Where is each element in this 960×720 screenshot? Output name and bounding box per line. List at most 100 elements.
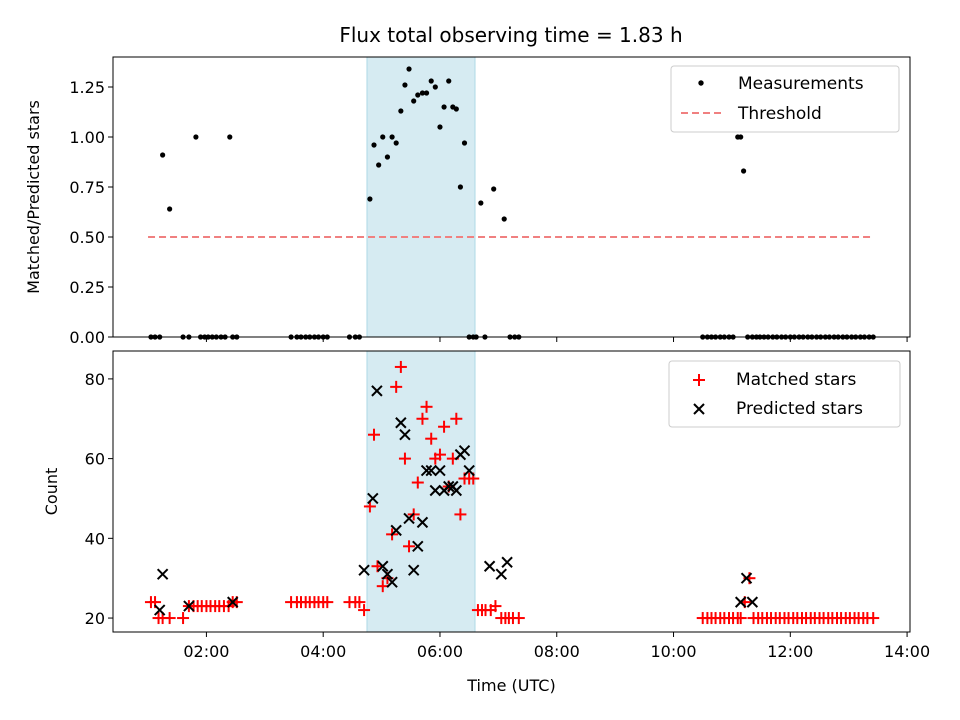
measurement-point [389, 134, 395, 140]
highlight-span-top [366, 56, 476, 338]
predicted-star-point [154, 604, 166, 616]
measurement-point [423, 90, 430, 96]
predicted-star-point [416, 516, 429, 529]
predicted-star-stroke-b [403, 512, 415, 525]
matched-star-point [433, 448, 446, 461]
measurement-point [419, 90, 426, 96]
measurement-point [227, 134, 233, 140]
matched-star-point [321, 596, 334, 609]
measurement-point [371, 142, 377, 148]
predicted-star-stroke-b [358, 564, 370, 576]
predicted-star-point [463, 464, 475, 477]
predicted-star-stroke-b [495, 568, 507, 580]
y-tick-label: 20 [85, 609, 105, 628]
predicted-star-point [399, 428, 411, 441]
predicted-star-point [434, 464, 446, 477]
predicted-star-stroke-b [381, 568, 394, 580]
matched-star-point [398, 452, 411, 465]
predicted-star-stroke-b [154, 604, 166, 616]
y-tick-label: 1.00 [69, 128, 105, 147]
x-tick-label: 08:00 [534, 642, 580, 661]
measurement-point [415, 92, 421, 98]
measurement-point [393, 140, 399, 146]
top-axis-ticks: 0.00 0.25 0.50 0.75 1.00 1.25 [69, 78, 908, 347]
predicted-star-point [746, 596, 759, 608]
predicted-star-stroke-b [483, 560, 496, 572]
measurement-point [740, 168, 747, 174]
y-tick-label: 60 [85, 450, 105, 469]
matched-star-point [450, 412, 463, 425]
y-tick-label: 40 [85, 529, 105, 548]
matched-star-point [425, 432, 438, 445]
legend-predicted-marker [693, 403, 705, 415]
x-tick-label: 14:00 [884, 642, 930, 661]
predicted-star-point [501, 556, 513, 568]
predicted-star-point [407, 564, 420, 576]
matched-star-point [177, 612, 190, 625]
top-series-marks [148, 66, 876, 340]
predicted-star-stroke-b [425, 464, 437, 477]
matched-star-point [420, 400, 433, 413]
predicted-star-stroke-b [407, 564, 420, 576]
y-tick-label: 0.50 [69, 228, 105, 247]
predicted-star-stroke-b [740, 572, 753, 584]
bottom-legend-box [668, 360, 901, 428]
x-tick-label: 02:00 [183, 642, 229, 661]
predicted-star-stroke-b [746, 596, 759, 608]
predicted-star-point [734, 596, 747, 608]
predicted-star-stroke-b [443, 480, 455, 493]
legend-measurements-label: Measurements [738, 74, 864, 94]
legend-predicted-label: Predicted stars [736, 399, 863, 419]
predicted-star-stroke-b [371, 385, 383, 397]
y-tick-label: 0.75 [69, 178, 105, 197]
predicted-star-point [226, 596, 239, 608]
top-y-axis-label: Matched/Predicted stars [24, 100, 43, 294]
predicted-star-point [390, 524, 402, 537]
predicted-star-stroke-b [434, 464, 446, 477]
bottom-axis-ticks: 20 40 60 80 02:00 04:00 06:00 08:00 10:00 12:00 14… [85, 370, 930, 661]
predicted-star-point [483, 560, 496, 572]
legend-measurements-marker [698, 80, 704, 86]
measurement-point [193, 134, 199, 140]
bottom-series-marks [144, 360, 880, 625]
measurement-point [478, 200, 484, 206]
predicted-star-stroke-b [416, 516, 429, 529]
measurement-point [457, 184, 464, 190]
y-tick-label: 80 [85, 370, 105, 389]
top-axes-frame [112, 56, 911, 338]
measurement-point [432, 84, 438, 90]
legend-matched-label: Matched stars [736, 370, 856, 390]
measurement-point [491, 186, 497, 192]
measurement-point [437, 124, 443, 130]
predicted-star-stroke-b [390, 524, 402, 537]
x-tick-label: 04:00 [300, 642, 346, 661]
predicted-star-stroke-b [386, 576, 398, 588]
measurement-point [738, 134, 744, 140]
predicted-star-point [183, 600, 195, 612]
predicted-star-point [156, 568, 169, 580]
predicted-star-point [386, 576, 398, 588]
predicted-star-stroke-b [412, 540, 424, 553]
y-tick-label: 0.00 [69, 328, 105, 347]
top-legend-box [670, 65, 900, 133]
predicted-star-stroke-b [226, 596, 239, 608]
bottom-axes-frame [112, 350, 911, 633]
measurement-point [453, 106, 459, 112]
predicted-star-stroke-b [156, 568, 169, 580]
measurement-point [376, 162, 382, 168]
legend-threshold-label: Threshold [737, 104, 822, 124]
measurement-point [380, 134, 386, 140]
predicted-star-point [420, 464, 433, 477]
y-tick-label: 0.25 [69, 278, 105, 297]
matched-star-point [734, 612, 747, 625]
measurement-point [406, 66, 412, 72]
predicted-star-point [358, 564, 370, 576]
predicted-star-stroke-b [377, 560, 389, 572]
x-tick-label: 06:00 [417, 642, 463, 661]
predicted-star-point [403, 512, 415, 525]
bottom-panel: 20 40 60 80 02:00 04:00 06:00 08:00 10:00 12:00 14… [42, 350, 930, 695]
predicted-star-point [381, 568, 394, 580]
measurement-point [367, 196, 373, 202]
measurement-point [384, 154, 391, 160]
predicted-star-point [740, 572, 753, 584]
